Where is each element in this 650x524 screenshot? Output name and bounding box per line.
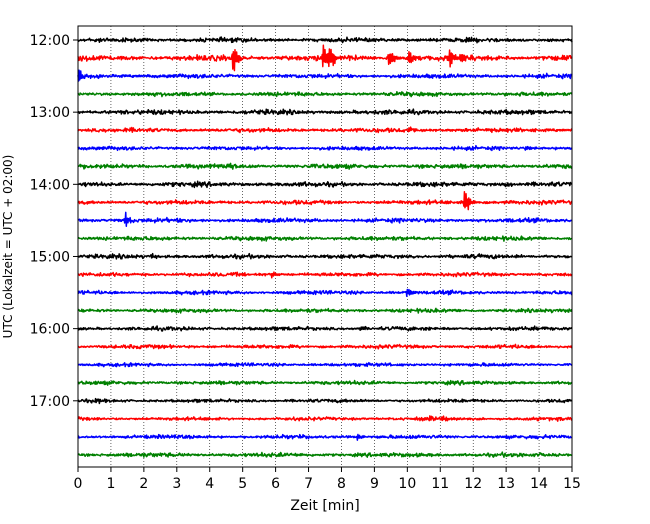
y-tick-label: 12:00: [30, 33, 70, 49]
trace-1215: [77, 44, 573, 72]
trace-1330: [77, 144, 573, 152]
trace-line: [77, 307, 573, 314]
y-tick-label: 15:00: [30, 249, 70, 265]
plot-frame: [77, 25, 573, 468]
trace-line: [77, 235, 573, 242]
x-tick-label: 9: [370, 476, 379, 492]
trace-1515: [77, 271, 573, 279]
trace-1500: [77, 252, 573, 260]
trace-1745: [77, 451, 573, 458]
x-tick-label: 5: [238, 476, 247, 492]
trace-line: [77, 162, 573, 170]
trace-line: [77, 397, 573, 405]
x-tick-label: 12: [464, 476, 482, 492]
y-tick-label: 14:00: [30, 177, 70, 193]
trace-line: [77, 271, 573, 279]
trace-line: [77, 379, 573, 386]
trace-line: [77, 180, 573, 189]
trace-1300: [77, 108, 573, 116]
trace-1615: [77, 343, 573, 350]
trace-1415: [77, 190, 573, 211]
x-tick-label: 7: [304, 476, 313, 492]
trace-line: [77, 144, 573, 152]
trace-line: [77, 44, 573, 72]
trace-1245: [77, 91, 573, 98]
x-tick-label: 10: [398, 476, 416, 492]
trace-line: [77, 343, 573, 350]
trace-line: [77, 325, 573, 332]
x-tick-label: 3: [172, 476, 181, 492]
x-tick-label: 2: [139, 476, 148, 492]
trace-line: [77, 451, 573, 458]
trace-1230: [77, 69, 573, 82]
x-tick-label: 4: [205, 476, 214, 492]
x-tick-label: 14: [530, 476, 548, 492]
y-axis-ticks: 12:00 13:00 14:00 15:00 16:00 17:00: [30, 33, 78, 410]
trace-1700: [77, 397, 573, 405]
trace-line: [77, 108, 573, 116]
x-tick-label: 1: [106, 476, 115, 492]
y-tick-label: 17:00: [30, 394, 70, 410]
trace-line: [77, 211, 573, 228]
trace-1345: [77, 162, 573, 170]
trace-1600: [77, 325, 573, 332]
trace-1645: [77, 379, 573, 386]
trace-line: [77, 433, 573, 441]
x-axis-ticks: 0 1 2 3 4 5 6 7 8 9 10 11 12 13 14 15: [74, 467, 581, 492]
trace-1445: [77, 235, 573, 242]
trace-line: [77, 91, 573, 98]
trace-line: [77, 126, 573, 134]
trace-line: [77, 252, 573, 260]
trace-layer: [77, 36, 573, 458]
y-tick-label: 16:00: [30, 322, 70, 338]
x-tick-label: 11: [431, 476, 449, 492]
x-tick-label: 0: [74, 476, 83, 492]
x-tick-label: 15: [563, 476, 581, 492]
trace-line: [77, 288, 573, 298]
trace-line: [77, 415, 573, 422]
x-axis-label: Zeit [min]: [290, 498, 359, 514]
trace-line: [77, 190, 573, 211]
trace-1630: [77, 361, 573, 368]
x-tick-label: 13: [497, 476, 515, 492]
trace-1400: [77, 180, 573, 189]
trace-1315: [77, 126, 573, 134]
trace-1730: [77, 433, 573, 441]
trace-line: [77, 361, 573, 368]
trace-1200: [77, 36, 573, 44]
trace-1545: [77, 307, 573, 314]
trace-line: [77, 69, 573, 82]
trace-1430: [77, 211, 573, 228]
trace-line: [77, 36, 573, 44]
y-axis-label: UTC (Lokalzeit = UTC + 02:00): [1, 155, 15, 339]
y-tick-label: 13:00: [30, 105, 70, 121]
x-tick-label: 6: [271, 476, 280, 492]
x-tick-label: 8: [337, 476, 346, 492]
trace-1530: [77, 288, 573, 298]
trace-1715: [77, 415, 573, 422]
